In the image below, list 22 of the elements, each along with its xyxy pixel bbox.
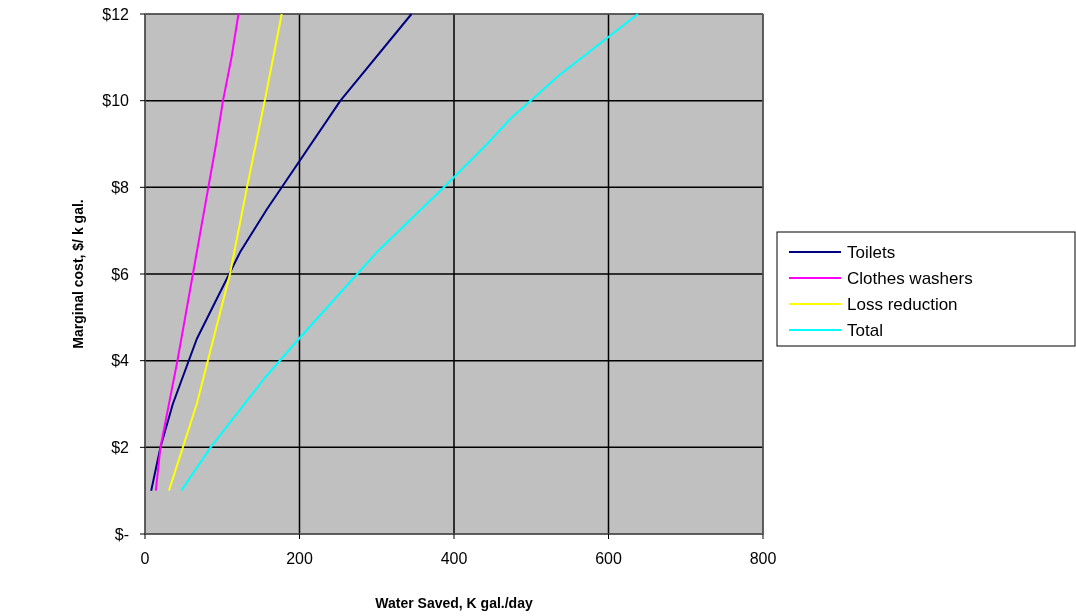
x-tick-label: 0 [140, 550, 150, 567]
y-tick-label: $12 [102, 5, 130, 23]
line-series [150, 13, 413, 492]
y-tick-label: $8 [111, 178, 130, 196]
line-series [180, 13, 639, 492]
x-tick-label: 400 [440, 550, 468, 567]
legend-label: Clothes washers [847, 268, 973, 288]
legend-label: Total [847, 320, 883, 340]
x-axis-title: Water Saved, K gal./day [375, 595, 533, 611]
x-tick-label: 200 [286, 550, 313, 567]
legend-label: Toilets [847, 242, 896, 262]
line-series [167, 13, 283, 492]
y-tick-label: $2 [111, 438, 130, 456]
y-tick-label: $- [114, 525, 129, 543]
x-tick-label: 800 [749, 550, 777, 567]
y-axis-title: Marginal cost, $/ k gal. [70, 199, 86, 349]
x-tick-label: 600 [595, 550, 622, 567]
y-tick-label: $6 [111, 265, 130, 283]
legend-label: Loss reduction [847, 294, 958, 314]
y-tick-label: $4 [111, 352, 130, 370]
y-tick-label: $10 [102, 92, 130, 110]
line-series [154, 13, 240, 492]
